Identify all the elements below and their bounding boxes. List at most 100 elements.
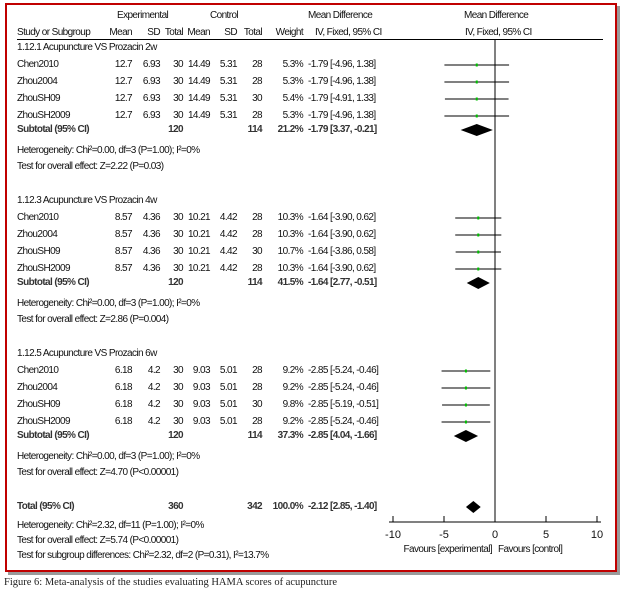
study-row-weight: 9.2% <box>282 416 304 427</box>
study-row-e-mean: 6.18 <box>114 416 133 427</box>
study-row-c-mean: 14.49 <box>187 59 211 70</box>
study-row-label: ZhouSH2009 <box>17 416 71 427</box>
study-row-label: Chen2010 <box>17 59 59 70</box>
x-tick-label: -10 <box>385 529 401 541</box>
study-row-label: ZhouSH2009 <box>17 110 71 121</box>
study-row-e-total: 30 <box>173 212 184 223</box>
study-row-weight: 10.3% <box>277 212 304 223</box>
subtotal-diamond <box>453 430 479 442</box>
study-marker <box>464 369 467 373</box>
total-heterogeneity-text: Heterogeneity: Chi²=2.32, df=11 (P=1.00)… <box>17 520 204 531</box>
study-row-c-sd: 4.42 <box>219 246 238 257</box>
study-row-c-sd: 5.01 <box>219 382 238 393</box>
study-row-label: ZhouSH09 <box>17 93 61 104</box>
study-row-weight: 5.3% <box>282 76 304 87</box>
study-row-e-sd: 4.2 <box>147 382 161 393</box>
study-row-c-total: 28 <box>252 263 263 274</box>
study-marker <box>464 386 467 390</box>
study-row-e-mean: 8.57 <box>114 212 133 223</box>
subtotal-row-ci: -1.79 [3.37, -0.21] <box>308 124 377 135</box>
study-row-label: Chen2010 <box>17 212 59 223</box>
study-marker <box>464 420 467 424</box>
forest-plot-frame <box>5 3 617 572</box>
total-row-weight: 100.0% <box>272 501 304 512</box>
subtotal-row-e-total: 120 <box>168 430 183 441</box>
x-tick-label: -5 <box>439 529 449 541</box>
study-row-c-mean: 14.49 <box>187 110 211 121</box>
subgroup-title: 1.12.1 Acupuncture VS Prozacin 2w <box>17 42 157 53</box>
study-row-ci: -1.64 [-3.90, 0.62] <box>308 212 376 223</box>
total-row-e-total: 360 <box>168 501 183 512</box>
study-marker <box>475 114 478 118</box>
study-row-label: Zhou2004 <box>17 229 58 240</box>
study-row-c-sd: 5.01 <box>219 399 238 410</box>
study-marker <box>475 63 478 67</box>
subtotal-row-label: Subtotal (95% CI) <box>17 430 90 441</box>
study-row-e-mean: 12.7 <box>114 93 133 104</box>
subtotal-row-weight: 21.2% <box>277 124 304 135</box>
study-row-c-sd: 5.31 <box>219 76 238 87</box>
study-row-ci: -1.79 [-4.96, 1.38] <box>308 110 376 121</box>
header-c-mean: Mean <box>187 27 210 38</box>
study-row-label: ZhouSH09 <box>17 246 61 257</box>
study-row-weight: 10.7% <box>277 246 304 257</box>
study-row-c-sd: 4.42 <box>219 212 238 223</box>
study-row-weight: 10.3% <box>277 229 304 240</box>
study-row-e-mean: 8.57 <box>114 263 133 274</box>
study-row-c-total: 30 <box>252 399 263 410</box>
study-row-ci: -2.85 [-5.24, -0.46] <box>308 416 379 427</box>
study-row-c-mean: 14.49 <box>187 76 211 87</box>
study-row-c-total: 30 <box>252 246 263 257</box>
heterogeneity-text: Heterogeneity: Chi²=0.00, df=3 (P=1.00);… <box>17 298 200 309</box>
study-row-weight: 10.3% <box>277 263 304 274</box>
study-row-ci: -1.64 [-3.90, 0.62] <box>308 229 376 240</box>
header-e-mean: Mean <box>109 27 132 38</box>
study-row-c-total: 28 <box>252 110 263 121</box>
study-row-e-total: 30 <box>173 59 184 70</box>
study-marker <box>477 267 480 271</box>
study-row-c-sd: 5.31 <box>219 93 238 104</box>
study-row-c-total: 28 <box>252 212 263 223</box>
overall-effect-text: Test for overall effect: Z=2.22 (P=0.03) <box>17 161 164 172</box>
header-mean-difference: Mean Difference <box>308 10 373 21</box>
header-c-total: Total <box>243 27 263 38</box>
study-row-ci: -1.64 [-3.86, 0.58] <box>308 246 376 257</box>
study-row-c-mean: 9.03 <box>192 382 211 393</box>
header-divider <box>17 39 603 40</box>
x-tick-label: 10 <box>591 529 603 541</box>
study-row-weight: 5.3% <box>282 110 304 121</box>
header-weight: Weight <box>275 27 304 38</box>
study-row-e-sd: 4.2 <box>147 416 161 427</box>
total-row-c-total: 342 <box>247 501 262 512</box>
study-row-e-mean: 6.18 <box>114 382 133 393</box>
study-marker <box>464 403 467 407</box>
header-c-sd: SD <box>224 27 237 38</box>
subtotal-diamond <box>460 124 493 136</box>
subgroup-differences-text: Test for subgroup differences: Chi²=2.32… <box>17 550 269 561</box>
study-row-c-mean: 9.03 <box>192 416 211 427</box>
study-row-c-sd: 5.31 <box>219 110 238 121</box>
study-row-label: ZhouSH09 <box>17 399 61 410</box>
x-tick-label: 5 <box>543 529 549 541</box>
study-row-c-mean: 10.21 <box>187 246 211 257</box>
overall-effect-text: Test for overall effect: Z=2.86 (P=0.004… <box>17 314 169 325</box>
study-row-e-mean: 12.7 <box>114 76 133 87</box>
study-row-e-sd: 4.36 <box>142 229 161 240</box>
study-marker <box>475 97 478 101</box>
study-row-c-mean: 9.03 <box>192 365 211 376</box>
total-overall-effect-text: Test for overall effect: Z=5.74 (P<0.000… <box>17 535 179 546</box>
study-marker <box>475 80 478 84</box>
subtotal-diamond <box>466 277 490 289</box>
study-row-e-mean: 8.57 <box>114 246 133 257</box>
study-row-weight: 9.8% <box>282 399 304 410</box>
study-row-e-sd: 4.36 <box>142 263 161 274</box>
study-row-ci: -1.79 [-4.96, 1.38] <box>308 76 376 87</box>
subgroup-title: 1.12.3 Acupuncture VS Prozacin 4w <box>17 195 157 206</box>
study-row-weight: 5.3% <box>282 59 304 70</box>
study-row-ci: -2.85 [-5.24, -0.46] <box>308 382 379 393</box>
study-marker <box>477 233 480 237</box>
subgroup-title: 1.12.5 Acupuncture VS Prozacin 6w <box>17 348 157 359</box>
study-row-e-total: 30 <box>173 416 184 427</box>
study-row-ci: -1.64 [-3.90, 0.62] <box>308 263 376 274</box>
